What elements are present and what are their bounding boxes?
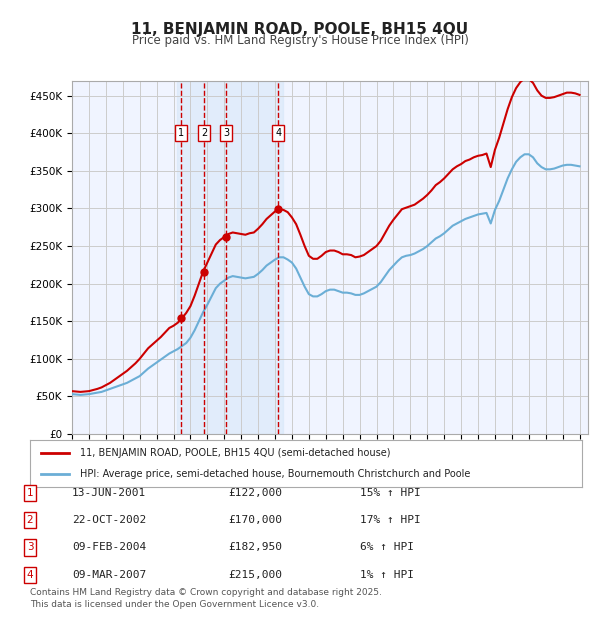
Text: 09-FEB-2004: 09-FEB-2004 [72, 542, 146, 552]
Text: £182,950: £182,950 [228, 542, 282, 552]
Text: 09-MAR-2007: 09-MAR-2007 [72, 570, 146, 580]
Text: 17% ↑ HPI: 17% ↑ HPI [360, 515, 421, 525]
Text: 2: 2 [26, 515, 34, 525]
Text: 3: 3 [26, 542, 34, 552]
Text: 13-JUN-2001: 13-JUN-2001 [72, 488, 146, 498]
Text: 11, BENJAMIN ROAD, POOLE, BH15 4QU: 11, BENJAMIN ROAD, POOLE, BH15 4QU [131, 22, 469, 37]
Text: HPI: Average price, semi-detached house, Bournemouth Christchurch and Poole: HPI: Average price, semi-detached house,… [80, 469, 470, 479]
Text: 1% ↑ HPI: 1% ↑ HPI [360, 570, 414, 580]
Text: £170,000: £170,000 [228, 515, 282, 525]
Text: 1: 1 [26, 488, 34, 498]
Text: 2: 2 [201, 128, 207, 138]
Text: £215,000: £215,000 [228, 570, 282, 580]
Text: 4: 4 [275, 128, 281, 138]
Text: £122,000: £122,000 [228, 488, 282, 498]
Text: 1: 1 [178, 128, 184, 138]
Text: 11, BENJAMIN ROAD, POOLE, BH15 4QU (semi-detached house): 11, BENJAMIN ROAD, POOLE, BH15 4QU (semi… [80, 448, 390, 458]
Text: 15% ↑ HPI: 15% ↑ HPI [360, 488, 421, 498]
Text: 22-OCT-2002: 22-OCT-2002 [72, 515, 146, 525]
Text: 6% ↑ HPI: 6% ↑ HPI [360, 542, 414, 552]
Text: 4: 4 [26, 570, 34, 580]
Text: Price paid vs. HM Land Registry's House Price Index (HPI): Price paid vs. HM Land Registry's House … [131, 34, 469, 47]
Text: Contains HM Land Registry data © Crown copyright and database right 2025.
This d: Contains HM Land Registry data © Crown c… [30, 588, 382, 609]
Text: 3: 3 [223, 128, 229, 138]
Bar [177, 81, 283, 434]
